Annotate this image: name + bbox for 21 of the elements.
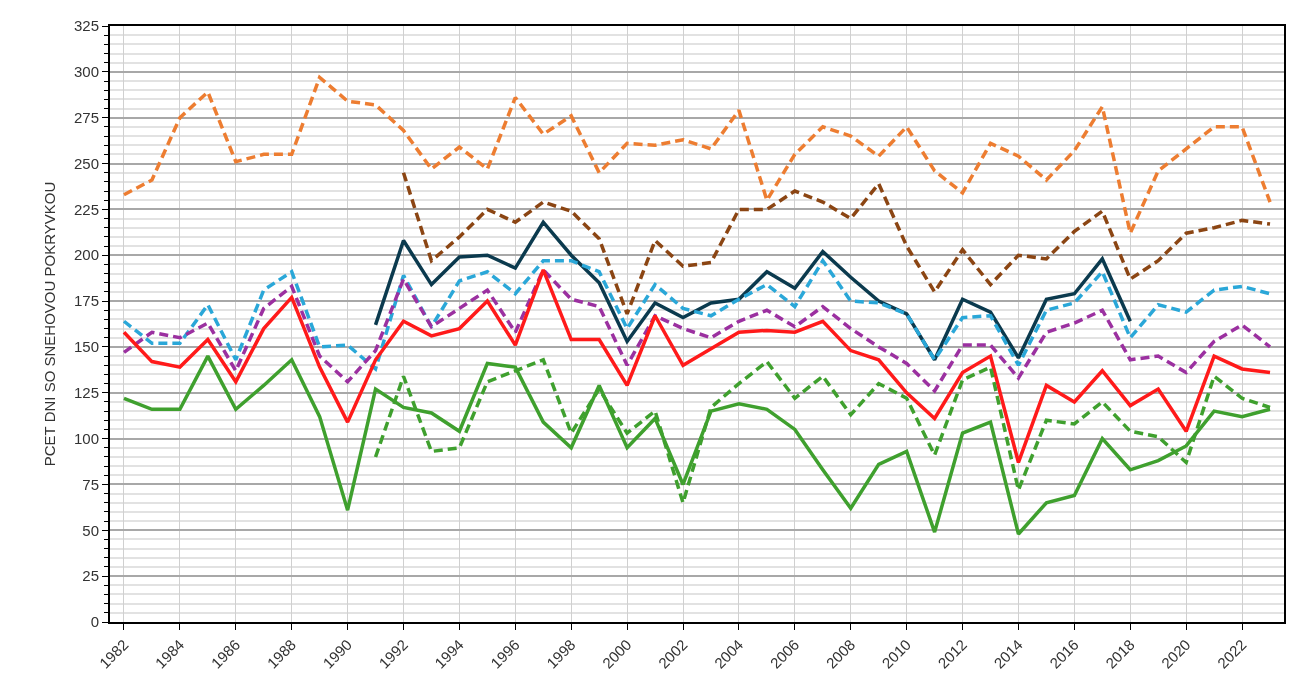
y-tick-label: 275 — [73, 108, 99, 126]
y-tick-label: 150 — [73, 338, 99, 356]
y-tick-label: 50 — [82, 521, 99, 539]
line-series — [122, 268, 1272, 393]
y-tick-label: 125 — [73, 384, 99, 402]
y-axis-title: PCET DNI SO SNEHOVOU POKRYVKOU — [40, 181, 58, 467]
line-series — [373, 220, 1133, 362]
line-series — [401, 170, 1272, 316]
y-tick-label: 200 — [73, 246, 99, 264]
y-tick-label: 175 — [73, 292, 99, 310]
line-series — [122, 268, 1272, 465]
y-tick-label: 100 — [73, 429, 99, 447]
y-tick-label: 250 — [73, 154, 99, 172]
y-tick-label: 25 — [82, 567, 99, 585]
line-series — [122, 258, 1272, 371]
y-tick-label: 0 — [90, 613, 99, 631]
line-series — [122, 75, 1272, 235]
y-tick-label: 75 — [82, 475, 99, 493]
y-tick-label: 300 — [73, 63, 99, 81]
y-tick-label: 225 — [73, 200, 99, 218]
y-tick-label: 325 — [73, 17, 99, 35]
